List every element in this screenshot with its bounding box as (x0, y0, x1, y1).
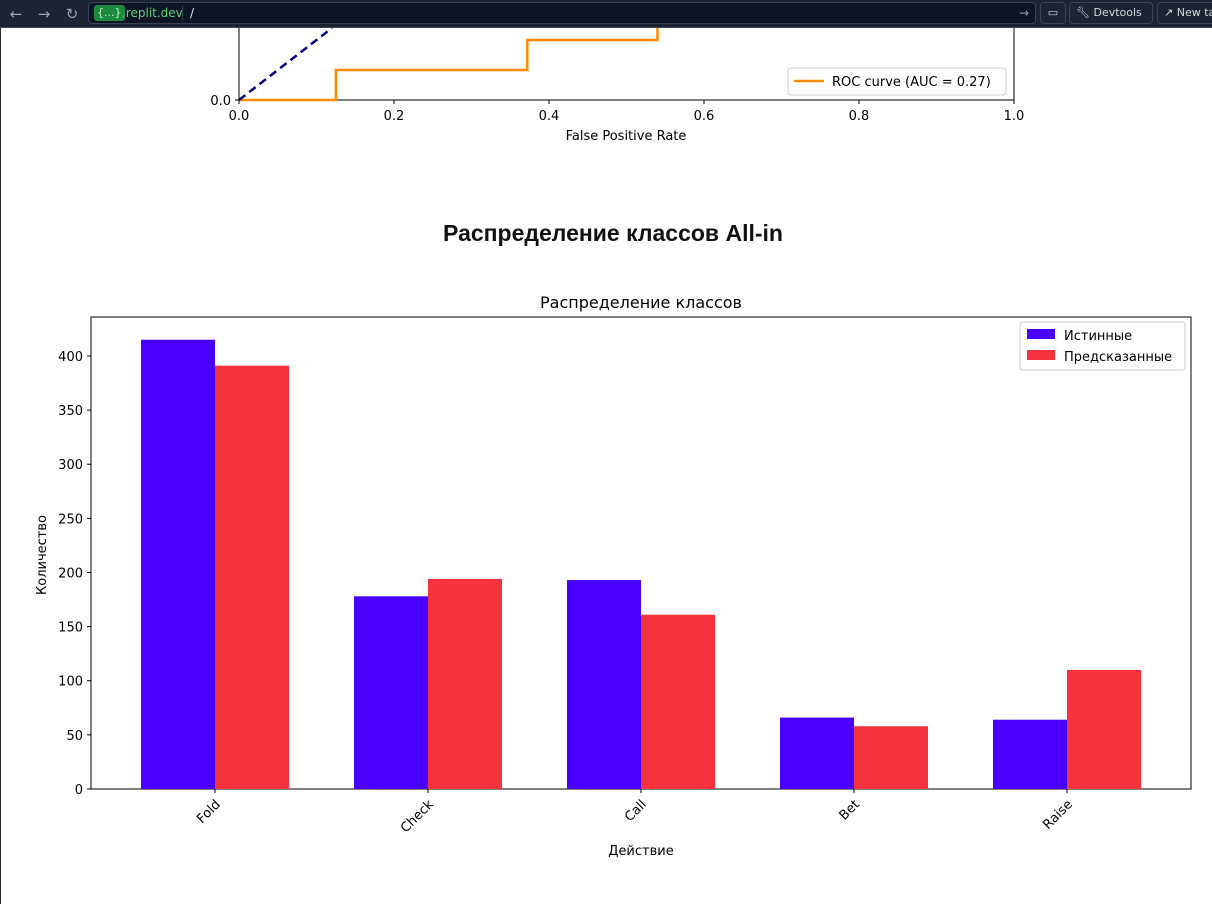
bar-x-axis-label: Действие (608, 844, 673, 859)
roc-legend-box (787, 67, 1007, 96)
roc-ticks: 0.0 0.2 0.4 0.6 0.8 1.0 0.0 (210, 94, 1024, 124)
bar-pred-fold (215, 365, 289, 789)
devtools-button[interactable]: 🔧︎ Devtools (1069, 2, 1153, 24)
url-path: / (190, 6, 195, 20)
bar-x-tick-label: Call (622, 797, 650, 825)
roc-legend-label: ROC curve (AUC = 0.27) (832, 75, 991, 90)
page-left-border (0, 28, 1, 904)
bar-pred-check (428, 578, 502, 789)
bar-legend-swatch-pred (1027, 350, 1055, 360)
bar-legend-swatch-true (1027, 329, 1055, 339)
bar-pred-call (641, 614, 715, 789)
url-badge: {...} (94, 5, 125, 21)
bar-x-tick-label: Check (398, 797, 437, 836)
bar-true-bet (780, 717, 854, 789)
roc-x-tick-label: 0.8 (849, 109, 870, 124)
roc-y-tick-label: 0.0 (210, 94, 231, 109)
roc-curve-line (239, 28, 659, 102)
bar-y-tick-label: 400 (58, 350, 83, 365)
roc-x-tick-label: 0.4 (539, 109, 560, 124)
bar-y-ticks: 0 50 100 150 200 250 300 350 400 (58, 350, 91, 798)
back-arrow-icon[interactable]: ← (9, 5, 23, 23)
external-link-icon: ↗ (1164, 6, 1174, 19)
bar-pred-bet (854, 726, 928, 789)
roc-chart: 0.0 0.2 0.4 0.6 0.8 1.0 0.0 False Positive Rat… (210, 28, 1024, 144)
bar-y-tick-label: 100 (58, 675, 83, 690)
bar-x-tick-label: Bet (837, 797, 863, 823)
wrench-icon: 🔧︎ (1076, 6, 1090, 19)
bar-true-raise (993, 719, 1067, 789)
bar-y-tick-label: 300 (58, 458, 83, 473)
class-distribution-chart: Распределение классов 0 50 100 150 200 250 300… (35, 293, 1192, 859)
bar-x-ticks: Fold Check Call Bet Raise (194, 789, 1076, 836)
bar-x-tick-label: Fold (194, 797, 224, 827)
bar-bars (141, 339, 1141, 789)
monitor-icon: ▭ (1047, 6, 1059, 19)
section-heading: Распределение классов All-in (443, 220, 783, 246)
bar-legend: Истинные Предсказанные (1019, 321, 1186, 371)
new-tab-label: New tab (1176, 6, 1212, 19)
go-arrow-icon[interactable]: → (1018, 6, 1029, 20)
bar-y-axis-label: Количество (35, 515, 50, 595)
bar-legend-label-pred: Предсказанные (1064, 350, 1172, 365)
bar-x-tick-label: Raise (1040, 797, 1075, 832)
url-divider (182, 6, 183, 20)
bar-y-tick-label: 200 (58, 566, 83, 581)
devtools-label: Devtools (1093, 6, 1142, 19)
roc-x-tick-label: 0.0 (229, 109, 250, 124)
reload-icon[interactable]: ↻ (65, 5, 79, 23)
roc-x-tick-label: 1.0 (1004, 109, 1025, 124)
roc-lines (238, 28, 659, 102)
bar-legend-label-true: Истинные (1064, 329, 1132, 344)
roc-x-tick-label: 0.2 (384, 109, 405, 124)
bar-true-call (567, 580, 641, 789)
bar-legend-box (1019, 321, 1186, 371)
roc-legend: ROC curve (AUC = 0.27) (787, 67, 1007, 96)
roc-x-tick-label: 0.6 (694, 109, 715, 124)
bar-y-tick-label: 150 (58, 621, 83, 636)
browser-toolbar: ← → ↻ {...} .replit.dev / → ▭ 🔧︎ Devtool… (0, 0, 1212, 28)
bar-y-tick-label: 0 (75, 783, 83, 798)
roc-plot-frame (238, 28, 1015, 101)
url-bar[interactable]: {...} .replit.dev / → (88, 2, 1036, 24)
bar-pred-raise (1067, 669, 1141, 789)
screen-button[interactable]: ▭ (1040, 2, 1066, 24)
roc-diagonal-line (238, 28, 333, 101)
url-domain: .replit.dev (122, 6, 183, 20)
bar-y-tick-label: 250 (58, 512, 83, 527)
roc-x-axis-label: False Positive Rate (566, 129, 687, 144)
bar-y-tick-label: 350 (58, 404, 83, 419)
bar-y-tick-label: 50 (66, 729, 83, 744)
bar-true-fold (141, 339, 215, 789)
roc-axes (238, 28, 1015, 101)
bar-chart-title: Распределение классов (540, 293, 742, 312)
forward-arrow-icon[interactable]: → (37, 5, 51, 23)
new-tab-button[interactable]: ↗ New tab (1157, 2, 1212, 24)
bar-true-check (354, 596, 428, 789)
